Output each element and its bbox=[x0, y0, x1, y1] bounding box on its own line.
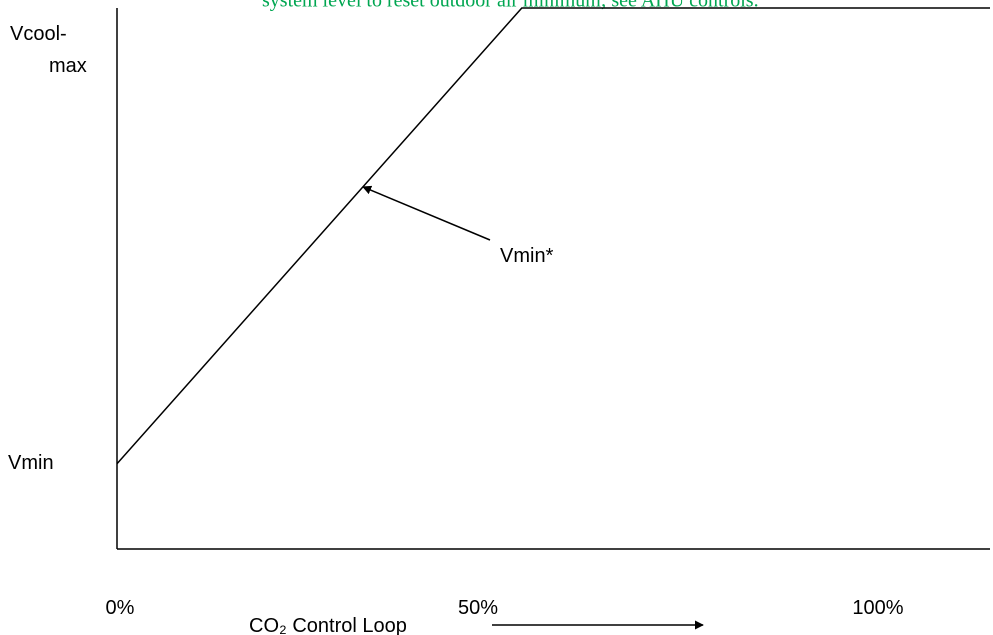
top-note: system level to reset outdoor air minimu… bbox=[262, 0, 759, 12]
y-tick-label-vmin: Vmin bbox=[8, 452, 54, 474]
y-tick-label-vcoolmax-line2: max bbox=[49, 55, 87, 77]
x-tick-label-50: 50% bbox=[458, 597, 498, 619]
annotation-arrow bbox=[362, 185, 491, 241]
y-tick-label-vcoolmax: Vcool- max bbox=[10, 23, 87, 77]
annotation-vmin-star: Vmin* bbox=[500, 245, 554, 267]
x-axis-title: CO₂ Control Loop bbox=[249, 615, 407, 635]
x-tick-label-100: 100% bbox=[852, 597, 903, 619]
y-tick-label-vcoolmax-line1: Vcool- bbox=[10, 23, 67, 45]
series-line bbox=[116, 7, 990, 465]
x-tick-label-0: 0% bbox=[106, 597, 135, 619]
